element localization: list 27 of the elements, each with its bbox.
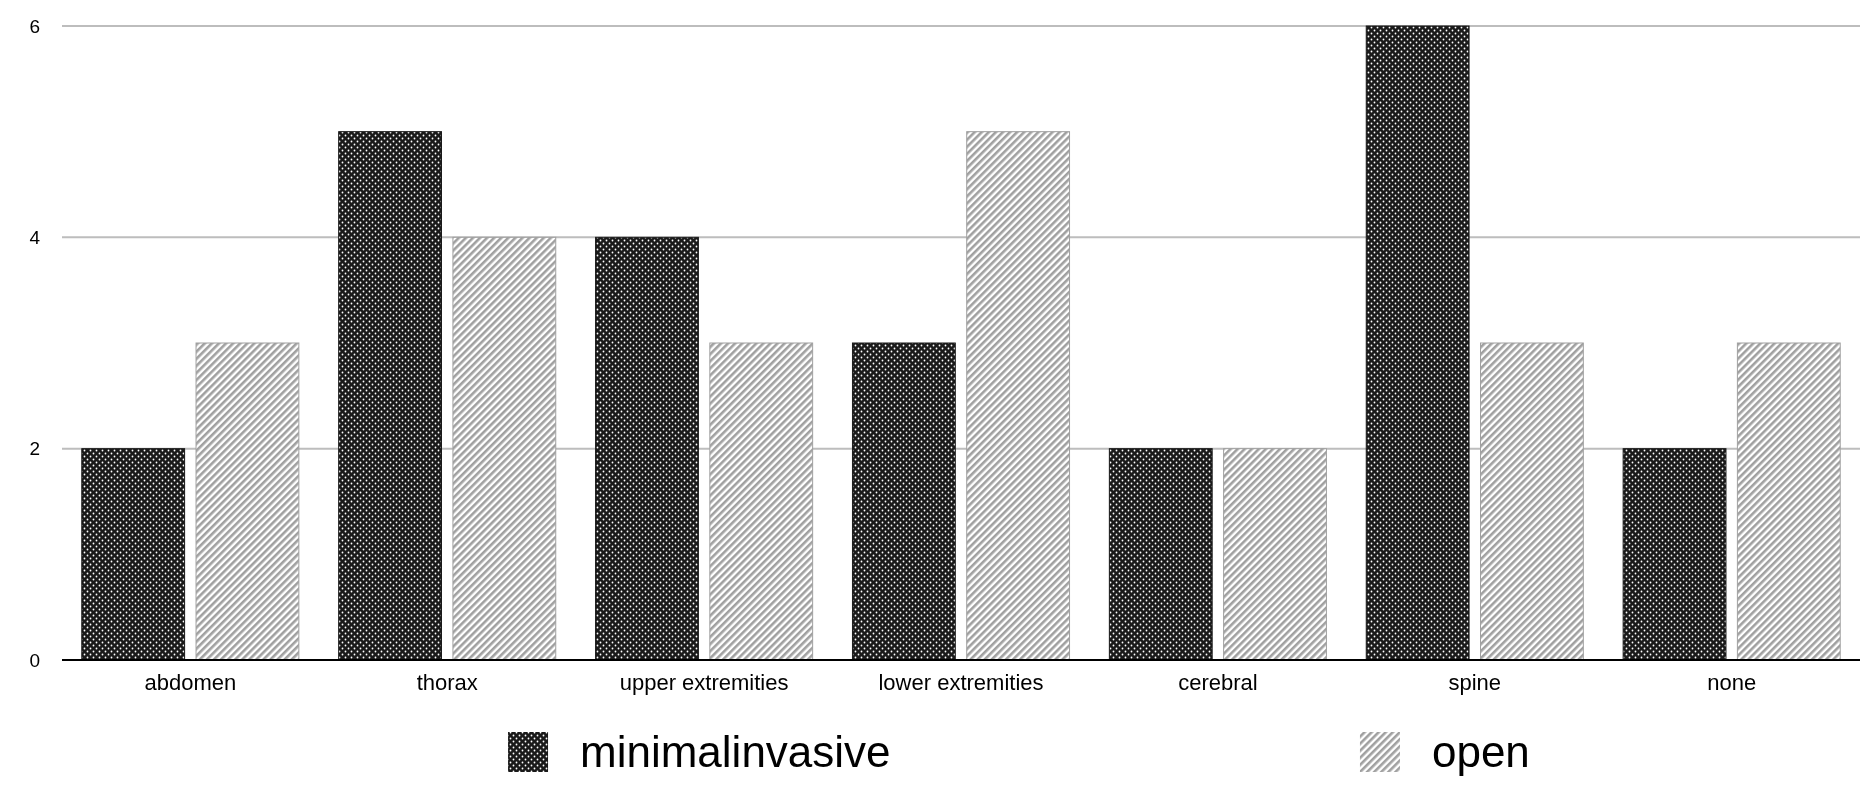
bar	[1736, 342, 1841, 661]
legend-label: minimalinvasive	[580, 727, 891, 777]
y-tick-label: 4	[29, 226, 41, 248]
bar	[709, 342, 814, 661]
x-tick-label: spine	[1448, 670, 1502, 695]
x-tick-label: cerebral	[1178, 670, 1258, 695]
x-tick-label: abdomen	[144, 670, 237, 695]
bar	[966, 131, 1071, 661]
bar	[1480, 342, 1584, 661]
x-tick-label: thorax	[416, 670, 478, 695]
bar	[1223, 448, 1327, 661]
bar	[595, 236, 699, 661]
legend-label: open	[1431, 727, 1530, 777]
bar	[851, 342, 956, 661]
bar	[81, 448, 186, 661]
bar	[195, 342, 300, 661]
x-tick-label: lower extremities	[878, 670, 1044, 695]
y-tick-label: 0	[29, 649, 40, 671]
y-tick-label: 6	[29, 15, 40, 37]
bar	[1365, 25, 1470, 661]
bar	[1108, 448, 1213, 661]
x-tick-label: upper extremities	[619, 670, 789, 695]
bar	[452, 236, 557, 661]
bar	[338, 131, 442, 661]
x-tick-label: none	[1707, 670, 1757, 695]
y-tick-label: 2	[29, 438, 40, 460]
bar	[1622, 448, 1727, 661]
